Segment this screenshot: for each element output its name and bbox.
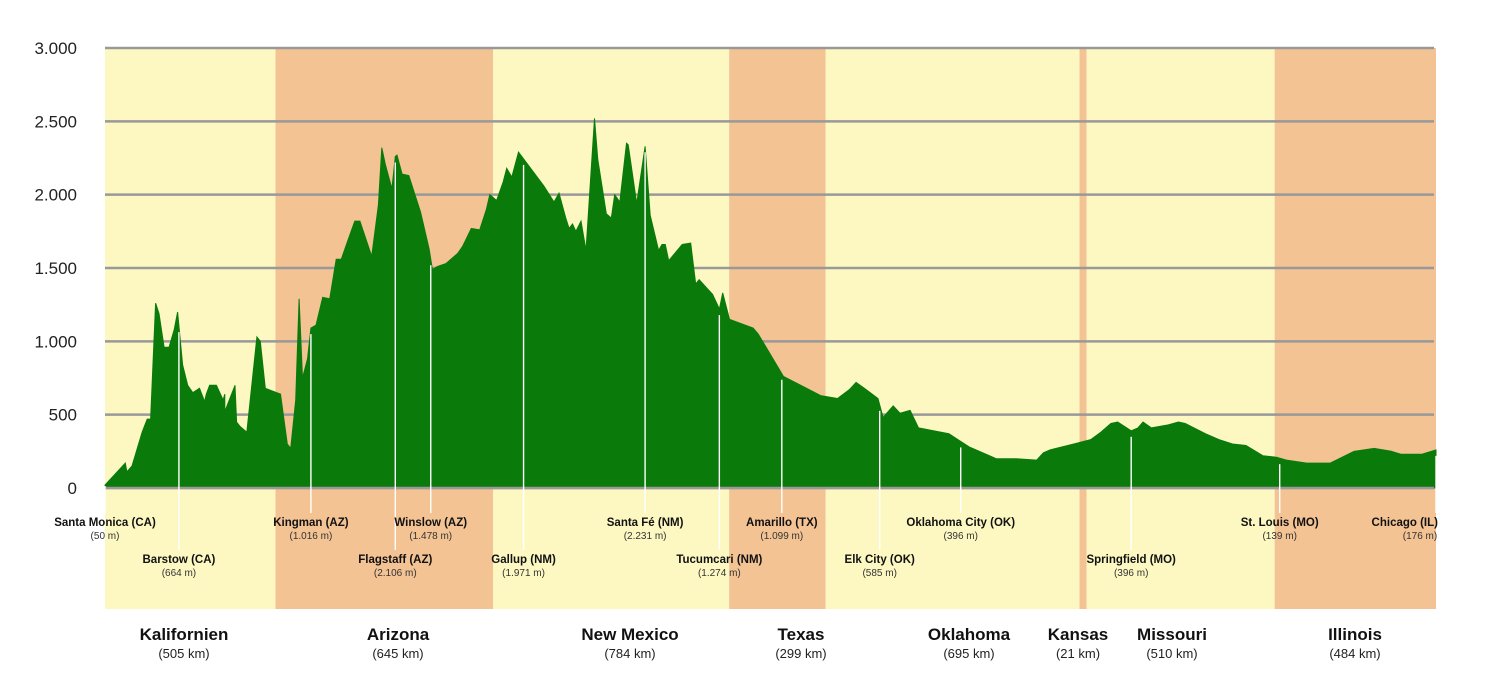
- state-distance-label: (784 km): [604, 646, 655, 661]
- state-name-label: Kansas: [1048, 625, 1108, 644]
- state-name-label: Illinois: [1328, 625, 1382, 644]
- elevation-area: [104, 118, 1437, 489]
- city-elevation-label: (176 m): [1403, 531, 1437, 542]
- city-labels: Santa Monica (CA) (50 m) Barstow (CA) (664 …: [54, 517, 1438, 579]
- state-distance-label: (510 km): [1146, 646, 1197, 661]
- y-tick-label: 1.000: [34, 332, 77, 351]
- city-name-label: Santa Monica (CA): [54, 517, 156, 529]
- city-name-label: Elk City (OK): [845, 554, 915, 566]
- state-name-label: Oklahoma: [928, 625, 1011, 644]
- state-distance-label: (505 km): [158, 646, 209, 661]
- state-name-label: Kalifornien: [140, 625, 229, 644]
- elevation-area-layer: [104, 118, 1437, 490]
- city-elevation-label: (396 m): [943, 531, 977, 542]
- city-elevation-label: (396 m): [1114, 568, 1148, 579]
- city-elevation-label: (1.274 m): [698, 568, 741, 579]
- state-name-label: New Mexico: [581, 625, 678, 644]
- y-tick-label: 2.500: [34, 112, 77, 131]
- state-name-label: Arizona: [367, 625, 430, 644]
- city-elevation-label: (2.231 m): [624, 531, 667, 542]
- city-name-label: Chicago (IL): [1372, 517, 1439, 529]
- city-elevation-label: (139 m): [1262, 531, 1296, 542]
- state-distance-label: (484 km): [1329, 646, 1380, 661]
- city-name-label: Winslow (AZ): [394, 517, 467, 529]
- state-distance-label: (21 km): [1056, 646, 1100, 661]
- state-labels: Kalifornien (505 km) Arizona (645 km) New Me…: [140, 625, 1382, 661]
- city-elevation-label: (50 m): [91, 531, 120, 542]
- state-band-missouri: [1086, 48, 1275, 609]
- city-name-label: Kingman (AZ): [273, 517, 349, 529]
- state-distance-label: (299 km): [775, 646, 826, 661]
- city-name-label: Amarillo (TX): [746, 517, 818, 529]
- city-elevation-label: (1.016 m): [290, 531, 333, 542]
- state-band-oklahoma: [825, 48, 1080, 609]
- state-distance-label: (695 km): [943, 646, 994, 661]
- city-name-label: Barstow (CA): [143, 554, 216, 566]
- city-elevation-label: (664 m): [162, 568, 196, 579]
- city-markers: [104, 152, 1437, 550]
- y-axis-ticks: 0 500 1.000 1.500 2.000 2.500 3.000: [34, 39, 77, 498]
- state-band-illinois: [1274, 48, 1436, 609]
- city-elevation-label: (585 m): [862, 568, 896, 579]
- state-name-label: Missouri: [1137, 625, 1207, 644]
- city-name-label: St. Louis (MO): [1241, 517, 1319, 529]
- city-name-label: Gallup (NM): [491, 554, 556, 566]
- city-name-label: Flagstaff (AZ): [358, 554, 432, 566]
- city-elevation-label: (1.099 m): [760, 531, 803, 542]
- city-elevation-label: (1.478 m): [409, 531, 452, 542]
- y-tick-label: 2.000: [34, 186, 77, 205]
- state-band-kansas: [1079, 48, 1087, 609]
- city-name-label: Tucumcari (NM): [676, 554, 762, 566]
- state-distance-label: (645 km): [372, 646, 423, 661]
- city-elevation-label: (2.106 m): [374, 568, 417, 579]
- city-name-label: Santa Fé (NM): [607, 517, 684, 529]
- city-name-label: Oklahoma City (OK): [906, 517, 1015, 529]
- y-tick-label: 500: [49, 406, 77, 425]
- city-elevation-label: (1.971 m): [502, 568, 545, 579]
- y-tick-label: 0: [68, 479, 77, 498]
- y-tick-label: 3.000: [34, 39, 77, 58]
- state-band-kalifornien: [105, 48, 276, 609]
- city-name-label: Springfield (MO): [1086, 554, 1176, 566]
- state-name-label: Texas: [778, 625, 825, 644]
- y-tick-label: 1.500: [34, 259, 77, 278]
